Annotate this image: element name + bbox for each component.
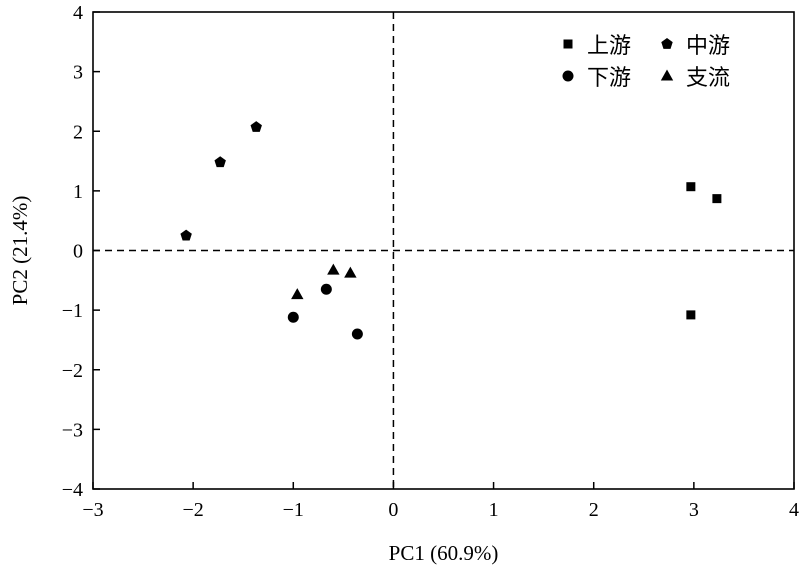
y-tick-label: 3 <box>73 62 83 84</box>
y-tick-label: 1 <box>73 181 83 203</box>
y-axis-title: PC2 (21.4%) <box>8 196 32 306</box>
x-tick-label: 3 <box>689 499 699 521</box>
x-tick-label: 4 <box>789 499 799 521</box>
y-tick-label: 0 <box>73 241 83 263</box>
data-point <box>320 283 332 295</box>
data-point <box>291 288 304 300</box>
y-tick-label: 2 <box>73 121 83 143</box>
x-tick-label: −1 <box>283 499 304 521</box>
legend-marker <box>660 69 674 81</box>
data-point <box>686 182 696 192</box>
legend-label: 中游 <box>686 34 730 59</box>
legend-marker <box>661 38 673 49</box>
legend-marker <box>563 39 573 49</box>
reference-lines <box>93 12 794 489</box>
data-point <box>180 229 192 241</box>
y-tick-label: −4 <box>62 479 83 501</box>
legend-item: 下游 <box>562 66 631 91</box>
x-tick-label: 2 <box>589 499 599 521</box>
axis-ticks <box>92 11 795 490</box>
data-point <box>712 194 722 204</box>
x-tick-label: 1 <box>489 499 499 521</box>
x-tick-label: −2 <box>183 499 204 521</box>
y-tick-label: −3 <box>62 419 83 441</box>
y-tick-label: −1 <box>62 300 83 322</box>
data-point <box>250 121 262 132</box>
data-point <box>686 310 696 320</box>
y-tick-label: −2 <box>62 360 83 382</box>
x-axis-title: PC1 (60.9%) <box>389 541 499 565</box>
data-point <box>351 328 363 340</box>
legend-item: 中游 <box>661 34 730 59</box>
legend-marker <box>562 70 574 82</box>
legend-item: 支流 <box>660 66 730 91</box>
data-point <box>214 156 226 168</box>
legend-label: 支流 <box>686 66 730 91</box>
x-tick-label: −3 <box>82 499 103 521</box>
x-tick-label: 0 <box>388 499 398 521</box>
data-point <box>344 266 357 278</box>
legend-item: 上游 <box>563 34 631 59</box>
y-tick-label: 4 <box>73 2 83 24</box>
data-point <box>327 263 340 275</box>
data-points <box>180 121 722 340</box>
legend-label: 下游 <box>587 66 631 91</box>
data-point <box>287 311 299 323</box>
legend-label: 上游 <box>587 34 631 59</box>
